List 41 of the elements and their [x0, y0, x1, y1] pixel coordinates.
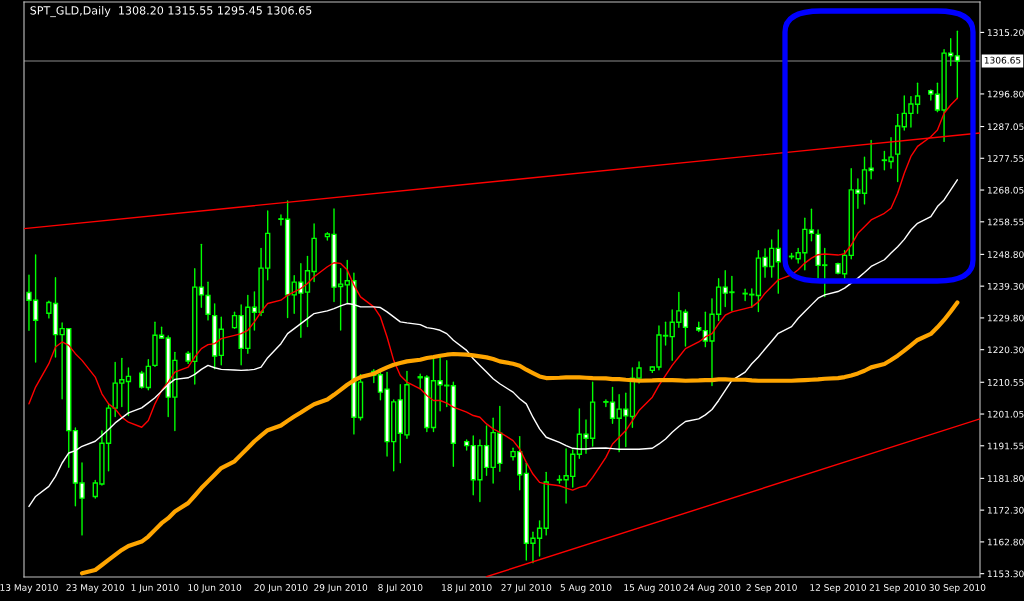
x-tick-label: 12 Sep 2010	[810, 584, 866, 593]
x-tick-label: 30 Sep 2010	[929, 584, 986, 593]
x-tick-label: 20 Jun 2010	[254, 584, 308, 593]
x-tick-label: 21 Sep 2010	[869, 584, 926, 593]
candlestick	[954, 30, 961, 100]
y-tick-label: 1201.05	[987, 410, 1024, 418]
y-tick-label: 1296.80	[987, 90, 1024, 98]
y-tick-label: 1248.80	[987, 251, 1024, 258]
y-tick-label: 1191.55	[987, 442, 1024, 450]
x-tick-label: 29 Jun 2010	[314, 584, 368, 593]
line-series	[28, 179, 959, 508]
chart-title: SPT_GLD,Daily 1308.20 1315.55 1295.45 1306.65	[30, 6, 312, 18]
y-tick-label: 1181.80	[987, 475, 1024, 482]
y-tick-label: 1153.30	[987, 570, 1024, 578]
x-tick-label: 18 Jul 2010	[442, 583, 492, 593]
x-tick-label: 8 Jul 2010	[378, 583, 423, 593]
y-tick-label: 1162.80	[987, 538, 1024, 546]
x-tick-label: 5 Aug 2010	[560, 584, 612, 593]
y-tick-label: 1239.30	[987, 282, 1024, 290]
y-tick-label: 1268.05	[987, 186, 1024, 194]
x-tick-label: 23 May 2010	[66, 584, 125, 593]
y-tick-label: 1220.30	[987, 346, 1024, 354]
y-tick-label: 1258.55	[987, 218, 1024, 226]
x-tick-label: 13 May 2010	[0, 584, 58, 593]
x-tick-label: 27 Jul 2010	[501, 583, 552, 593]
y-tick-label: 1210.55	[987, 379, 1024, 386]
line-series	[79, 300, 960, 576]
x-tick-label: 24 Aug 2010	[683, 584, 741, 593]
y-tick-label: 1229.80	[987, 314, 1024, 322]
candlestick	[145, 359, 152, 391]
y-tick-label: 1287.05	[987, 123, 1024, 131]
candlestick	[125, 367, 132, 417]
x-tick-label: 2 Sep 2010	[746, 584, 797, 593]
ref-line-label: 1306.65	[984, 56, 1021, 64]
candlestick	[775, 229, 781, 294]
y-tick-label: 1172.30	[987, 506, 1024, 514]
x-tick-label: 1 Jun 2010	[131, 584, 179, 593]
y-tick-label: 1277.55	[987, 155, 1024, 162]
x-tick-label: 15 Aug 2010	[624, 584, 681, 593]
y-tick-label: 1315.20	[987, 29, 1024, 36]
x-tick-label: 10 Jun 2010	[188, 584, 242, 593]
